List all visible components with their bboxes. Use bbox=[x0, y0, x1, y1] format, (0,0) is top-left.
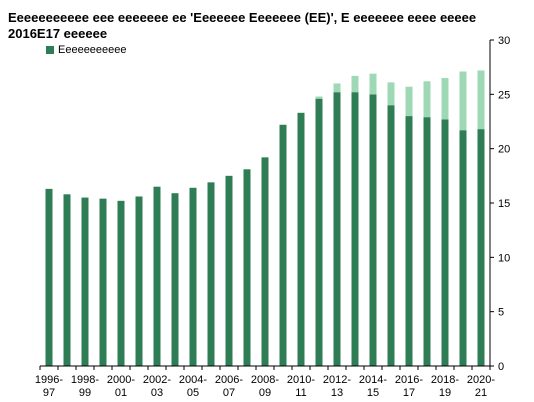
bar-1996-97 bbox=[45, 188, 53, 366]
bar-2020-21 bbox=[477, 129, 485, 366]
bar-2013-14 bbox=[351, 92, 359, 366]
bar-2019-20 bbox=[459, 130, 467, 366]
y-tick-label: 5 bbox=[498, 307, 504, 319]
x-tick-label: 01 bbox=[115, 387, 127, 399]
x-tick-label: 2008- bbox=[251, 374, 279, 386]
bar-2017-18 bbox=[423, 117, 431, 367]
x-tick-label: 21 bbox=[475, 387, 487, 399]
bar-2007-08 bbox=[243, 169, 251, 366]
chart-title: Eeeeeeeeeee eee eeeeeee ee 'Eeeeeee Eeee… bbox=[8, 10, 477, 41]
x-tick-label: 1996- bbox=[35, 374, 63, 386]
x-tick-label: 2000- bbox=[107, 374, 135, 386]
bar-2003-04 bbox=[171, 193, 179, 366]
x-tick-label: 2004- bbox=[179, 374, 207, 386]
bar-2013-14-upper bbox=[351, 75, 359, 93]
bar-2009-10 bbox=[279, 124, 287, 366]
legend-swatch bbox=[46, 46, 54, 54]
bar-2012-13-upper bbox=[333, 83, 341, 93]
bar-1998-99 bbox=[81, 197, 89, 366]
x-tick-label: 2010- bbox=[287, 374, 315, 386]
bar-2018-19 bbox=[441, 119, 449, 366]
bar-2016-17-upper bbox=[405, 86, 413, 117]
x-tick-label: 2018- bbox=[431, 374, 459, 386]
bar-2001-02 bbox=[135, 196, 143, 366]
legend-label: Eeeeeeeeeee bbox=[58, 44, 127, 56]
y-tick-label: 25 bbox=[498, 89, 510, 101]
x-tick-label: 97 bbox=[43, 387, 55, 399]
x-tick-label: 03 bbox=[151, 387, 163, 399]
y-tick-label: 15 bbox=[498, 198, 510, 210]
x-tick-label: 09 bbox=[259, 387, 271, 399]
x-tick-label: 15 bbox=[367, 387, 379, 399]
bar-2010-11 bbox=[297, 112, 305, 366]
x-tick-label: 17 bbox=[403, 387, 415, 399]
bar-2015-16-upper bbox=[387, 82, 395, 106]
x-tick-label: 05 bbox=[187, 387, 199, 399]
x-tick-label: 2020- bbox=[467, 374, 495, 386]
bar-2014-15 bbox=[369, 94, 377, 366]
bar-2014-15-upper bbox=[369, 73, 377, 95]
x-tick-label: 2006- bbox=[215, 374, 243, 386]
bar-2011-12 bbox=[315, 98, 323, 367]
bar-2019-20-upper bbox=[459, 71, 467, 131]
bar-1999-00 bbox=[99, 198, 107, 366]
bar-2016-17 bbox=[405, 116, 413, 366]
y-tick-label: 20 bbox=[498, 144, 510, 156]
bar-2002-03 bbox=[153, 186, 161, 366]
x-tick-label: 1998- bbox=[71, 374, 99, 386]
x-tick-label: 2014- bbox=[359, 374, 387, 386]
x-tick-label: 19 bbox=[439, 387, 451, 399]
bar-2006-07 bbox=[225, 175, 233, 366]
x-tick-label: 2002- bbox=[143, 374, 171, 386]
bar-2005-06 bbox=[207, 182, 215, 366]
x-tick-label: 13 bbox=[331, 387, 343, 399]
bar-2017-18-upper bbox=[423, 81, 431, 118]
bar-2011-12-upper bbox=[315, 96, 323, 99]
bar-2012-13 bbox=[333, 92, 341, 366]
bar-2004-05 bbox=[189, 187, 197, 366]
y-tick-label: 10 bbox=[498, 252, 510, 264]
x-tick-label: 2016- bbox=[395, 374, 423, 386]
legend: Eeeeeeeeeee bbox=[46, 44, 127, 56]
bar-2020-21-upper bbox=[477, 70, 485, 130]
x-tick-label: 2012- bbox=[323, 374, 351, 386]
x-tick-label: 99 bbox=[79, 387, 91, 399]
x-tick-label: 07 bbox=[223, 387, 235, 399]
x-tick-label: 11 bbox=[295, 387, 306, 399]
y-tick-label: 0 bbox=[498, 361, 504, 373]
bar-2018-19-upper bbox=[441, 78, 449, 120]
bar-2015-16 bbox=[387, 105, 395, 366]
bar-2008-09 bbox=[261, 157, 269, 366]
y-tick-label: 30 bbox=[498, 35, 510, 47]
bar-2000-01 bbox=[117, 200, 125, 366]
bar-1997-98 bbox=[63, 194, 71, 366]
